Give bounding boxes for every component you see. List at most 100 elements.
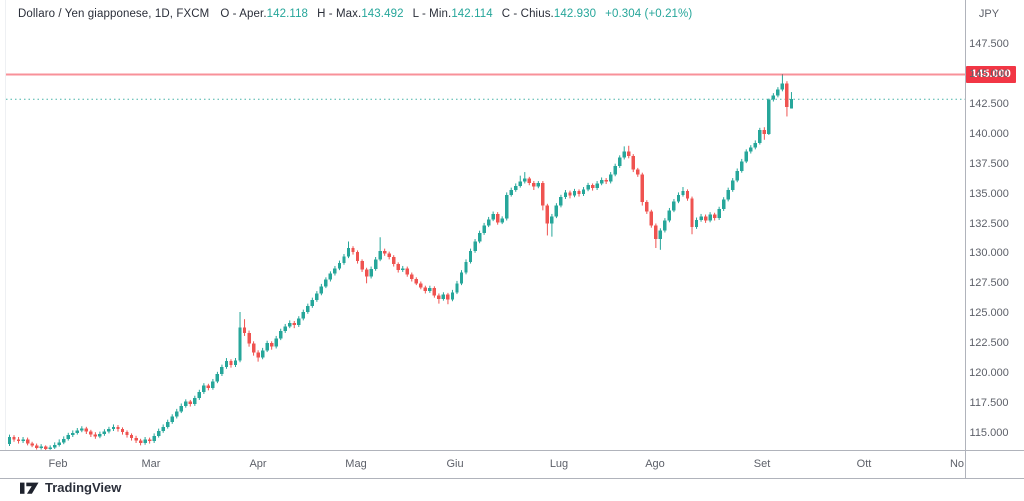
- price-tick-label: 127.500: [969, 277, 1009, 290]
- candle-body: [197, 392, 202, 399]
- candle-body: [604, 179, 608, 182]
- candle-body: [518, 181, 522, 186]
- candle-body: [319, 286, 324, 294]
- candle-body: [125, 432, 129, 436]
- candle-body: [532, 182, 536, 187]
- candle-body: [333, 268, 337, 274]
- candle-body: [161, 426, 165, 432]
- candle-body: [360, 261, 364, 270]
- candle-body: [712, 214, 717, 219]
- tradingview-logo[interactable]: TradingView: [20, 480, 121, 495]
- candle-body: [735, 170, 739, 181]
- candle-body: [645, 201, 649, 212]
- candle-body: [663, 220, 667, 231]
- candle-body: [509, 190, 513, 195]
- candle-body: [464, 261, 468, 273]
- candle-body: [473, 241, 477, 252]
- candle-body: [48, 447, 52, 449]
- candle-body: [726, 190, 730, 200]
- candle-body: [21, 439, 25, 442]
- candle-body: [98, 433, 102, 437]
- candle-body: [342, 256, 346, 263]
- candle-body: [428, 288, 432, 292]
- time-axis[interactable]: Feb Mar Apr Mag Giu Lug Ago Set Ott No: [0, 451, 965, 478]
- candle-body: [292, 322, 296, 326]
- candle-body: [640, 174, 644, 202]
- candle-body: [233, 360, 238, 366]
- candle-body: [143, 439, 147, 443]
- candle-body: [414, 279, 418, 284]
- candle-body: [699, 216, 703, 220]
- candle-body: [30, 443, 34, 446]
- candle-body: [170, 416, 174, 423]
- candle-body: [274, 338, 278, 347]
- candle-body: [202, 385, 206, 393]
- candle-body: [120, 429, 125, 433]
- low-value: L - Min.142.114: [412, 8, 493, 20]
- candle-body: [211, 381, 215, 388]
- candle-body: [559, 197, 563, 206]
- candle-body: [577, 191, 581, 195]
- candle-body: [446, 294, 450, 300]
- candle-body: [107, 429, 111, 432]
- candle-body: [315, 293, 319, 301]
- candle-body: [744, 151, 748, 162]
- candle-body: [441, 294, 446, 299]
- month-tick-label: Set: [753, 458, 771, 470]
- candle-body: [749, 147, 753, 152]
- candle-body: [590, 185, 595, 189]
- candle-body: [147, 439, 152, 442]
- candle-body: [410, 274, 414, 280]
- candle-body: [16, 439, 21, 442]
- candle-body: [758, 130, 762, 143]
- candle-body: [351, 248, 355, 253]
- candle-body: [401, 268, 405, 271]
- candlestick-plot[interactable]: [0, 0, 965, 450]
- price-alert-badge[interactable]: 145.000: [966, 66, 1016, 83]
- candle-body: [89, 431, 93, 435]
- candle-body: [527, 178, 531, 183]
- candle-body: [468, 251, 473, 262]
- month-tick-label: Apr: [249, 458, 267, 470]
- candle-body: [179, 405, 183, 412]
- candle-body: [694, 219, 699, 228]
- candle-body: [595, 183, 599, 189]
- candle-body: [608, 174, 613, 182]
- candle-body: [57, 442, 61, 445]
- candle-body: [776, 89, 780, 96]
- candle-body: [459, 272, 464, 284]
- tradingview-icon: [20, 482, 39, 494]
- candle-body: [636, 169, 640, 175]
- candle-body: [156, 431, 161, 436]
- candle-body: [301, 312, 305, 319]
- candle-body: [581, 189, 586, 195]
- price-axis[interactable]: JPY 145.000 147.500 145.000 142.500 140.000…: [966, 0, 1024, 478]
- candle-body: [269, 343, 274, 347]
- candle-body: [550, 216, 554, 224]
- chart-canvas[interactable]: [0, 0, 965, 450]
- candle-body: [622, 151, 626, 158]
- candle-body: [80, 428, 84, 431]
- month-tick-label: Feb: [48, 458, 68, 470]
- candle-body: [486, 219, 491, 226]
- candle-body: [306, 306, 310, 313]
- candle-body: [265, 343, 269, 351]
- candle-body: [84, 428, 89, 432]
- candle-body: [563, 192, 568, 198]
- price-tick-label: 117.500: [969, 396, 1009, 409]
- candle-body: [649, 211, 654, 226]
- symbol-title[interactable]: Dollaro / Yen giapponese, 1D, FXCM: [18, 8, 210, 20]
- candle-body: [731, 180, 735, 191]
- month-tick-label: No: [949, 458, 965, 470]
- candle-body: [554, 205, 559, 217]
- candle-body: [310, 300, 315, 307]
- candle-body: [75, 430, 79, 433]
- price-tick-label: 145.000: [969, 68, 1009, 80]
- candle-body: [102, 431, 107, 434]
- candle-body: [220, 367, 224, 375]
- high-value: H - Max.143.492: [317, 8, 404, 20]
- price-tick-label: 120.000: [969, 367, 1009, 379]
- candle-body: [514, 185, 518, 191]
- change-value: +0.304 (+0.21%): [605, 8, 693, 20]
